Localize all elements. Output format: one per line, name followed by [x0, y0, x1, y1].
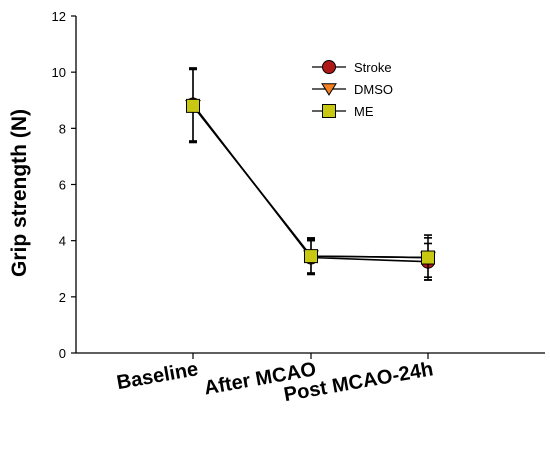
y-tick-label: 6	[59, 178, 66, 193]
y-tick-label: 8	[59, 121, 66, 136]
y-tick-label: 0	[59, 346, 66, 361]
legend-item-stroke: Stroke	[312, 60, 392, 75]
data-point-square	[186, 98, 200, 113]
series-layer	[185, 67, 436, 281]
legend-label: DMSO	[354, 82, 393, 97]
legend-item-me: ME	[312, 104, 374, 119]
series-me	[186, 68, 435, 281]
data-point-square	[322, 104, 336, 118]
data-point-square	[421, 250, 435, 265]
x-tick-label: Baseline	[115, 358, 200, 394]
legend-label: ME	[354, 104, 374, 119]
data-point-circle	[322, 60, 336, 74]
data-point-square	[304, 249, 318, 264]
series-line	[192, 105, 429, 259]
legend-label: Stroke	[354, 60, 392, 75]
y-axis-label: Grip strength (N)	[8, 109, 31, 277]
y-tick-label: 4	[59, 234, 66, 249]
y-tick-label: 12	[52, 9, 66, 24]
legend-item-dmso: DMSO	[312, 82, 393, 97]
legend: Stroke DMSO ME	[312, 60, 393, 119]
y-tick-label: 10	[52, 65, 66, 80]
series-line	[192, 105, 429, 259]
y-tick-label: 2	[59, 290, 66, 305]
data-point-triangle	[321, 83, 337, 96]
